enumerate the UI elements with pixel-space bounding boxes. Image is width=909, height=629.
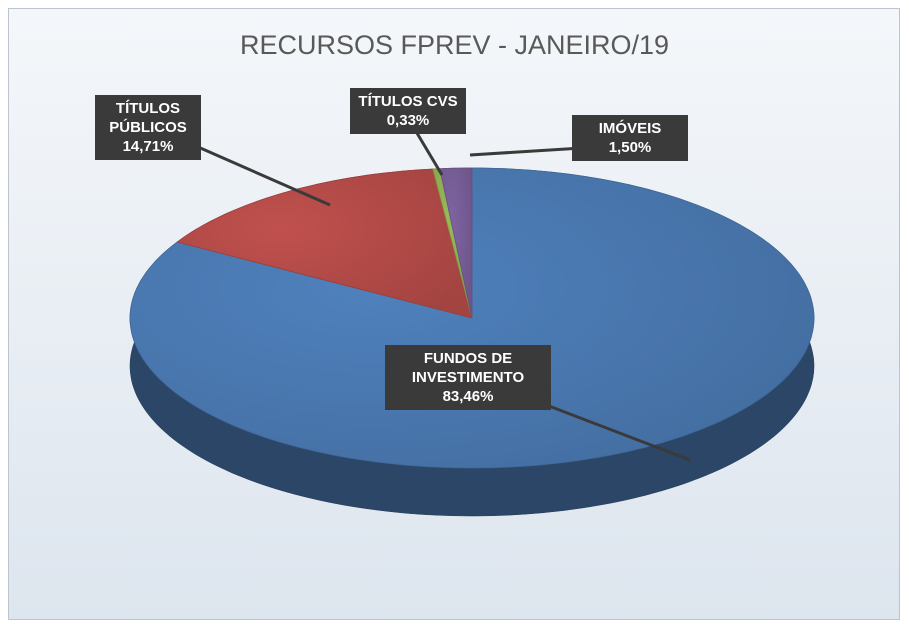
- data-label-category: FUNDOS DE INVESTIMENTO: [411, 350, 525, 386]
- data-label-category: TÍTULOS PÚBLICOS: [109, 100, 187, 136]
- chart-title: RECURSOS FPREV - JANEIRO/19: [239, 30, 670, 60]
- pie-slice: [176, 168, 473, 319]
- data-label: IMÓVEIS 1,50%: [572, 115, 688, 161]
- data-label: TÍTULOS CVS 0,33%: [350, 88, 466, 134]
- data-label-value: 83,46%: [442, 388, 494, 405]
- data-label-value: 14,71%: [122, 138, 174, 155]
- data-label-category: TÍTULOS CVS: [358, 93, 458, 110]
- pie-slice: [439, 167, 473, 319]
- data-label: FUNDOS DE INVESTIMENTO 83,46%: [385, 345, 551, 410]
- data-label-value: 0,33%: [386, 112, 430, 129]
- data-label-category: IMÓVEIS: [598, 120, 662, 137]
- data-label-value: 1,50%: [608, 139, 652, 156]
- data-label: TÍTULOS PÚBLICOS 14,71%: [95, 95, 201, 160]
